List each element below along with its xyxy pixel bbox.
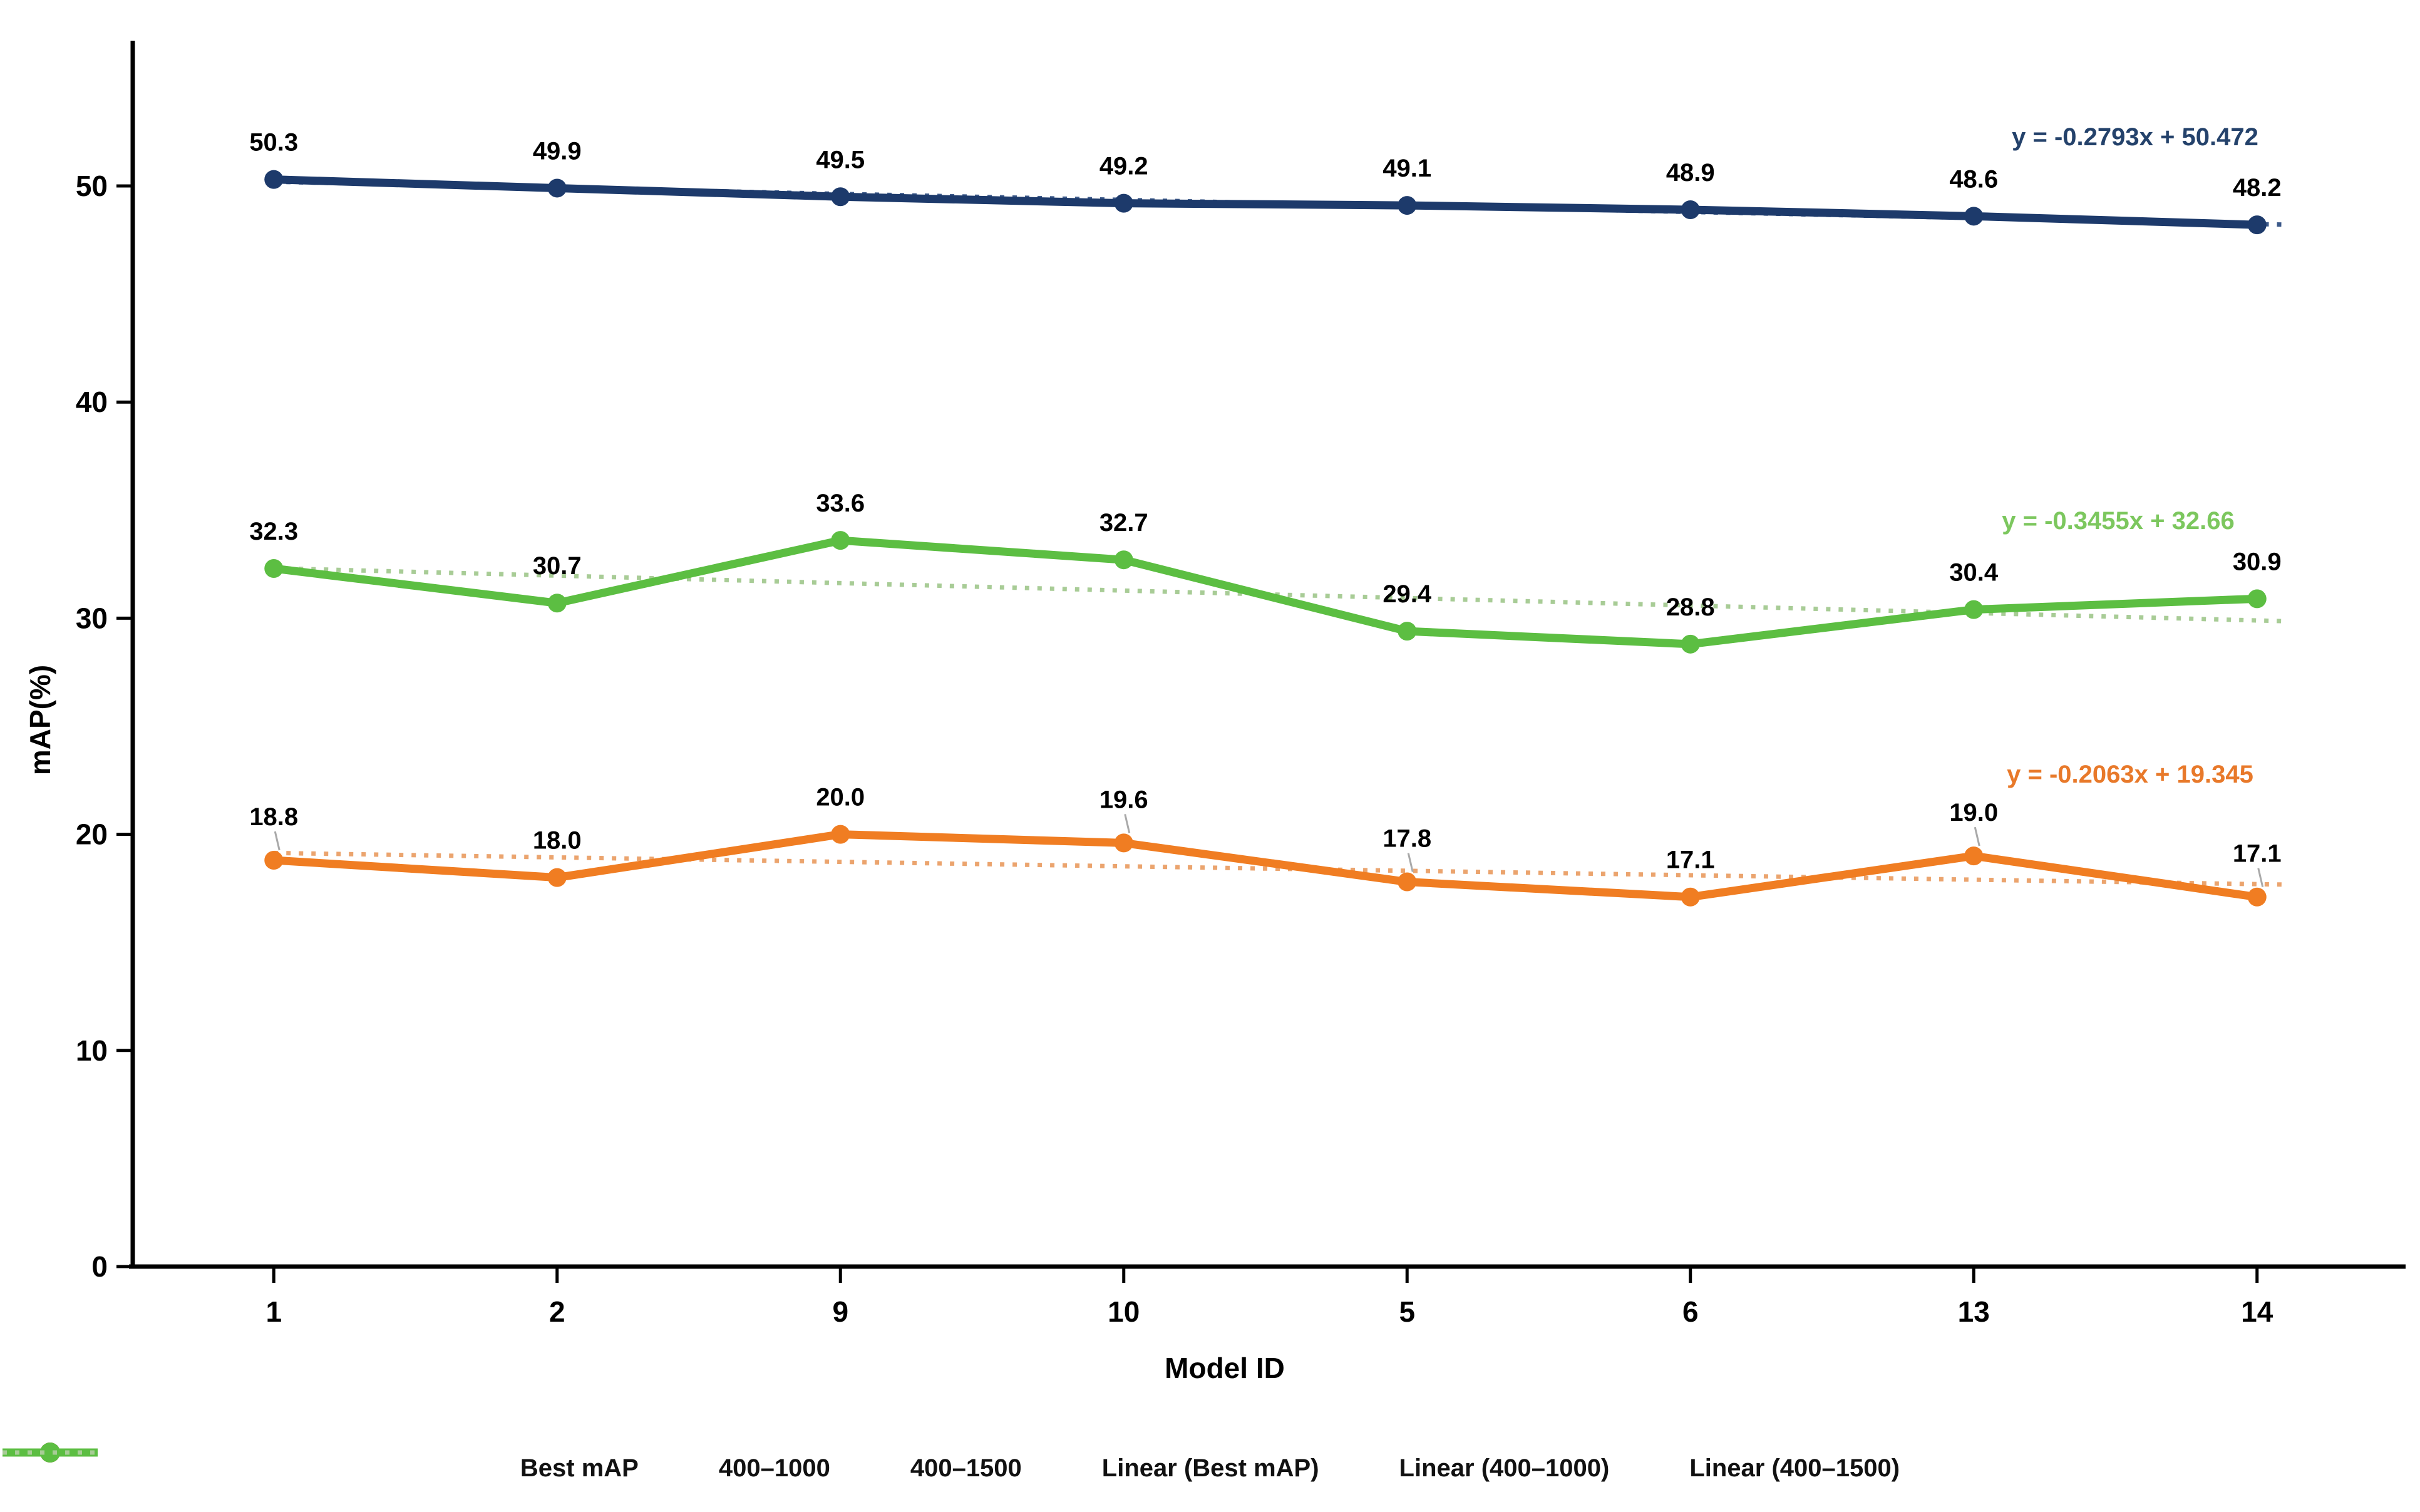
data-label: 30.7 [533,552,582,580]
legend-item: Linear (Best mAP) [3,1450,1319,1483]
trendline [274,850,2284,887]
data-label: 32.7 [1099,509,1148,537]
data-point [547,178,567,198]
y-tick-label: 50 [76,170,108,202]
label-leader-line [1974,826,1980,846]
data-label: 48.9 [1666,159,1715,187]
data-point [547,868,567,887]
data-label: 19.0 [1949,799,1998,826]
data-label: 48.2 [2233,174,2282,202]
data-point [264,851,284,870]
legend-item: Best mAP [3,1443,639,1483]
series-line [269,175,2262,229]
data-point [1964,600,1984,619]
trendline-equation: y = -0.2063x + 19.345 [2007,761,2253,788]
y-tick-label: 0 [91,1250,108,1283]
x-tick-label: 1 [265,1295,282,1328]
trendline-equation: y = -0.2793x + 50.472 [2012,123,2258,151]
y-tick-label: 10 [76,1034,108,1067]
data-label: 29.4 [1382,580,1432,608]
data-label: 33.6 [816,490,865,517]
data-label: 28.8 [1666,594,1715,621]
data-label: 49.9 [533,137,582,165]
data-label: 20.0 [816,784,865,811]
series-line [269,536,2262,649]
data-label: 17.8 [1382,825,1431,853]
x-axis-title: Model ID [1165,1352,1285,1384]
data-point [1398,872,1417,892]
data-point [2247,589,2267,609]
data-point [1964,207,1984,226]
data-point [831,825,850,844]
data-label: 48.6 [1949,165,1998,193]
x-tick-label: 2 [549,1295,565,1328]
data-point [264,559,284,579]
legend-item: Linear (400–1500) [3,1450,1900,1483]
x-tick-label: 6 [1682,1295,1699,1328]
data-point [2247,215,2267,235]
data-label: 18.8 [249,803,298,831]
data-label: 32.3 [249,518,298,545]
x-tick-label: 10 [1108,1295,1140,1328]
x-tick-label: 5 [1399,1295,1415,1328]
legend-dotted-line-icon [3,1450,98,1455]
data-label: 30.9 [2233,548,2282,575]
legend-item: 400–1000 [3,1443,830,1483]
data-point [1681,200,1700,219]
data-label: 19.6 [1099,786,1148,813]
data-label: 49.5 [816,146,865,173]
legend-item-label: Best mAP [520,1454,639,1482]
y-tick-label: 20 [76,818,108,851]
label-leader-line [1124,814,1131,833]
x-tick-label: 13 [1958,1295,1990,1328]
data-point [831,187,850,207]
chart-legend: Best mAP 400–1000 400–1500 Linear (Best mAP… [0,1434,2420,1503]
legend-item: 400–1500 [3,1443,1022,1483]
label-leader-line [2257,868,2264,888]
y-tick-label: 30 [76,602,108,634]
data-label: 18.0 [533,827,582,855]
data-point [1964,846,1984,866]
data-point [1681,887,1700,907]
data-label: 49.2 [1099,153,1148,180]
data-label: 17.1 [2233,840,2282,868]
data-point [1114,193,1133,213]
data-point [547,594,567,613]
legend-item-label: 400–1000 [718,1454,830,1482]
data-point [1114,833,1133,853]
legend-item-label: Linear (400–1000) [1399,1454,1610,1482]
label-leader-line [1407,853,1414,872]
data-point [264,170,284,189]
data-label: 50.3 [249,129,298,157]
legend-item-label: 400–1500 [910,1454,1022,1482]
data-point [2247,887,2267,907]
data-label: 49.1 [1382,155,1431,182]
x-tick-label: 14 [2241,1295,2273,1328]
label-leader-line [274,831,281,851]
trendline-equation: y = -0.3455x + 32.66 [2002,507,2234,535]
legend-item-label: Linear (400–1500) [1689,1454,1900,1482]
data-point [1681,634,1700,654]
data-point [1114,550,1133,570]
data-label: 17.1 [1666,846,1715,874]
y-axis-title: mAP(%) [24,664,56,776]
data-point [831,531,850,550]
data-point [1398,196,1417,215]
x-tick-label: 9 [832,1295,848,1328]
data-point [1398,622,1417,641]
legend-item-label: Linear (Best mAP) [1101,1454,1319,1482]
y-tick-label: 40 [76,386,108,418]
data-label: 30.4 [1949,559,1999,587]
series-line [269,830,2262,902]
legend-item: Linear (400–1000) [3,1450,1610,1483]
